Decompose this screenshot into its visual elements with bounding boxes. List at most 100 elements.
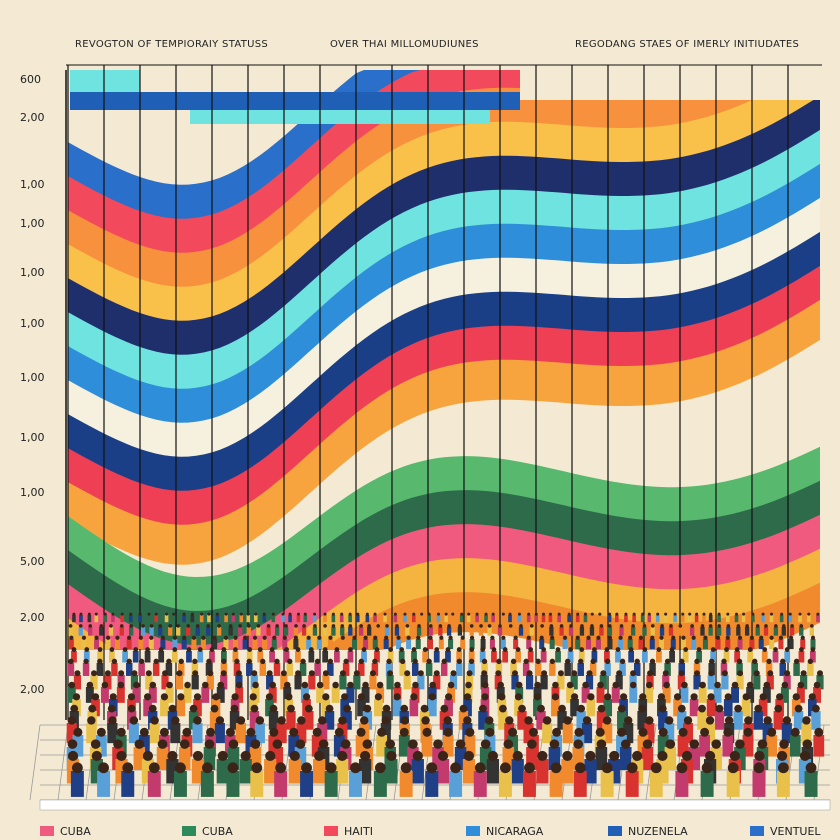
- person-head: [541, 612, 545, 616]
- person-body: [67, 663, 75, 676]
- person-body: [242, 639, 248, 650]
- person-head: [265, 693, 274, 701]
- person-head: [176, 670, 183, 677]
- person-head: [705, 716, 715, 725]
- person-head: [275, 624, 279, 628]
- person-body: [436, 615, 441, 623]
- label-bg: [18, 554, 54, 570]
- person-body: [813, 735, 825, 757]
- person-head: [497, 681, 505, 689]
- person-head: [703, 635, 708, 640]
- person-body: [233, 663, 241, 676]
- person-body: [254, 723, 265, 744]
- person-body: [193, 699, 202, 717]
- person-head: [780, 612, 784, 616]
- person-head: [143, 693, 152, 701]
- person-body: [327, 663, 334, 676]
- person-body: [374, 699, 383, 717]
- person-head: [444, 612, 448, 616]
- person-head: [485, 727, 495, 737]
- person-head: [246, 658, 252, 665]
- person-body: [94, 639, 100, 650]
- person-body: [508, 615, 512, 623]
- person-body: [766, 675, 774, 690]
- person-body: [664, 663, 671, 676]
- person-head: [172, 647, 178, 652]
- person-body: [257, 651, 264, 663]
- person-head: [122, 647, 128, 652]
- label-bg: [18, 610, 54, 626]
- person-body: [203, 747, 216, 771]
- person-head: [428, 624, 433, 628]
- person-head: [192, 750, 204, 762]
- person-head: [252, 635, 258, 640]
- person-head: [207, 612, 211, 616]
- band: [68, 197, 820, 463]
- person-body: [583, 615, 588, 623]
- person-body: [548, 615, 553, 623]
- legend-label: HAITI: [344, 825, 373, 838]
- person-body: [299, 663, 307, 676]
- person-head: [708, 624, 713, 628]
- person-head: [501, 612, 505, 616]
- person-body: [200, 639, 206, 650]
- person-head: [764, 624, 768, 628]
- person-body: [191, 663, 199, 676]
- person-head: [779, 739, 789, 749]
- person-head: [481, 658, 488, 665]
- person-head: [466, 670, 473, 677]
- person-head: [549, 739, 560, 749]
- person-head: [669, 647, 675, 652]
- person-head: [552, 727, 562, 737]
- person-body: [721, 675, 729, 690]
- person-body: [148, 639, 154, 650]
- person-head: [458, 624, 462, 628]
- person-head: [348, 647, 353, 652]
- person-head: [373, 635, 378, 640]
- person-head: [127, 693, 136, 701]
- person-body: [103, 615, 108, 623]
- person-head: [420, 704, 429, 713]
- person-body: [468, 651, 475, 663]
- person-head: [238, 624, 242, 628]
- person-head: [808, 693, 816, 701]
- person-body: [796, 687, 805, 703]
- person-body: [710, 651, 717, 663]
- person-head: [745, 624, 749, 628]
- person-head: [526, 635, 531, 640]
- person-head: [165, 612, 169, 616]
- person-head: [385, 739, 396, 749]
- person-head: [752, 658, 758, 665]
- person-body: [801, 723, 812, 744]
- person-body: [620, 747, 632, 771]
- person-head: [735, 612, 739, 616]
- person-head: [400, 704, 409, 713]
- person-head: [465, 681, 472, 689]
- person-body: [438, 639, 444, 650]
- person-head: [443, 716, 452, 725]
- person-body: [542, 723, 553, 744]
- person-body: [675, 771, 689, 797]
- person-head: [539, 635, 544, 640]
- person-head: [810, 624, 814, 628]
- person-body: [462, 759, 476, 784]
- person-head: [283, 681, 291, 689]
- person-body: [71, 651, 77, 663]
- person-head: [287, 658, 293, 665]
- person-body: [190, 615, 195, 623]
- person-head: [332, 681, 339, 689]
- person-body: [274, 627, 280, 636]
- person-head: [495, 670, 502, 677]
- person-head: [83, 658, 89, 665]
- person-body: [567, 651, 574, 663]
- person-head: [463, 693, 472, 701]
- person-body: [369, 675, 377, 690]
- person-body: [677, 675, 685, 690]
- person-body: [154, 615, 159, 623]
- axis-label: 1,00: [20, 217, 45, 230]
- person-body: [227, 747, 240, 771]
- person-head: [694, 670, 701, 677]
- person-body: [699, 735, 710, 757]
- person-body: [216, 759, 229, 784]
- person-head: [362, 739, 373, 749]
